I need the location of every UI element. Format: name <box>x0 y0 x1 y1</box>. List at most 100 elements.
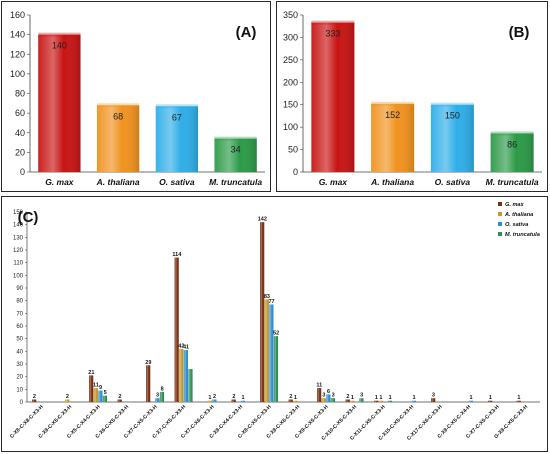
bar-value-label-g-max-2: 21 <box>88 370 94 376</box>
y-tick-label: 350 <box>283 10 298 20</box>
bar-value-label-o-sativa-6: 2 <box>213 394 216 400</box>
y-tick-label: 120 <box>13 248 24 254</box>
bar-gloss-g-max-14 <box>431 398 436 402</box>
bar-cap-a-thaliana <box>371 101 415 106</box>
y-tick-label: 0 <box>20 167 25 177</box>
bar-gloss-a-thaliana <box>371 103 415 172</box>
bar-value-label-g-max: 333 <box>325 29 340 39</box>
bar-value-label-m-truncatula-12: 1 <box>389 395 392 401</box>
bar-value-label-g-max-12: 1 <box>375 395 378 401</box>
bar-gloss-o-sativa-10 <box>326 394 331 402</box>
bar-value-label-m-truncatula-11: 3 <box>360 393 363 399</box>
bar-value-label-a-thaliana-6: 1 <box>208 395 211 401</box>
bar-value-label-g-max-17: 1 <box>517 395 520 401</box>
y-tick-label: 250 <box>283 55 298 65</box>
y-tick-label: 40 <box>16 349 23 355</box>
bar-gloss-m-truncatula-10 <box>330 398 336 402</box>
bar-cap-o-sativa <box>155 104 199 109</box>
bar-value-label-g-max-11: 2 <box>346 394 349 400</box>
y-tick-label: 140 <box>13 223 24 229</box>
bar-gloss-m-truncatula-2 <box>102 395 108 402</box>
bar-gloss-o-sativa-5 <box>183 350 188 402</box>
bar-gloss-g-max-16 <box>488 400 493 402</box>
bar-value-label-a-thaliana: 152 <box>385 110 400 120</box>
y-tick-label: 20 <box>15 147 25 157</box>
y-tick-label: 90 <box>16 286 23 292</box>
bar-value-label-m-truncatula: 34 <box>231 145 241 155</box>
bar-value-label-o-sativa: 150 <box>445 111 460 121</box>
bar-cap-g-max <box>311 20 355 25</box>
bar-value-label-o-sativa-2: 9 <box>99 385 102 391</box>
bar-cap-m-truncatula <box>490 131 534 136</box>
bar-gloss-a-thaliana-12 <box>378 400 383 402</box>
bar-gloss-g-max-5 <box>174 257 179 402</box>
bar-cap-a-thaliana <box>96 103 140 108</box>
x-tick-label-o-sativa: O. sativa <box>435 177 471 187</box>
y-tick-label: 70 <box>16 311 23 317</box>
bar-cap-o-sativa <box>430 102 474 107</box>
bar-cap-m-truncatula <box>214 136 257 141</box>
y-tick-label: 150 <box>283 100 298 110</box>
y-tick-label: 110 <box>13 261 23 267</box>
y-tick-label: 50 <box>288 145 298 155</box>
panel-label: (C) <box>18 209 39 226</box>
bar-cap-g-max <box>38 32 81 37</box>
bar-gloss-g-max-8 <box>260 222 265 402</box>
legend-swatch-g-max <box>498 202 502 206</box>
panel-label: (B) <box>509 24 530 41</box>
y-tick-label: 100 <box>13 273 24 279</box>
y-tick-label: 20 <box>16 375 23 381</box>
bar-gloss-g-max-3 <box>117 399 122 402</box>
y-tick-label: 120 <box>10 49 25 59</box>
bar-value-label-a-thaliana-8: 83 <box>264 294 270 300</box>
y-tick-label: 140 <box>10 30 25 40</box>
y-tick-label: 80 <box>15 89 25 99</box>
bar-gloss-o-sativa <box>430 104 474 172</box>
bar-gloss-a-thaliana-11 <box>350 400 355 402</box>
panel-c-frame <box>1 196 548 452</box>
bar-value-label-a-thaliana-2: 11 <box>93 383 99 389</box>
bar-value-label-o-sativa-5: 41 <box>183 345 189 351</box>
bar-gloss-m-truncatula-12 <box>387 400 393 402</box>
x-tick-label-o-sativa: O. sativa <box>159 177 195 187</box>
bar-gloss-m-truncatula <box>490 133 534 172</box>
bar-value-label-g-max-5: 114 <box>172 252 182 258</box>
legend-label-a-thaliana: A. thaliana <box>504 212 533 218</box>
chart-panel-c: 01020304050607080901001101201301401502C-… <box>9 202 540 442</box>
bar-gloss-g-max-17 <box>516 400 521 402</box>
x-tick-label-a-thaliana: A. thaliana <box>96 177 140 187</box>
y-tick-label: 130 <box>13 235 24 241</box>
bar-value-label-o-sativa-8: 77 <box>268 299 274 305</box>
y-tick-label: 50 <box>16 337 23 343</box>
x-tick-label-g-max: G. max <box>319 177 349 187</box>
bar-gloss-g-max <box>311 22 355 172</box>
bar-gloss-a-thaliana-2 <box>93 388 98 402</box>
bar-value-label-m-truncatula-4: 8 <box>161 386 164 392</box>
bar-gloss-g-max-4 <box>146 365 151 402</box>
bar-value-label-a-thaliana-1: 2 <box>66 394 69 400</box>
bar-gloss-a-thaliana <box>96 105 140 172</box>
bar-value-label-g-max-9: 2 <box>289 394 292 400</box>
bar-gloss-o-sativa-4 <box>155 398 160 402</box>
bar-gloss-g-max-7 <box>231 399 236 402</box>
y-tick-label: 150 <box>13 210 24 216</box>
bar-gloss-g-max-10 <box>317 388 322 402</box>
bar-value-label-a-thaliana-5: 42 <box>178 343 184 349</box>
bar-value-label-o-sativa-13: 1 <box>413 395 416 401</box>
bar-value-label-a-thaliana-12: 1 <box>379 395 382 401</box>
bar-value-label-o-sativa: 67 <box>172 112 182 122</box>
bar-value-label-g-max-16: 1 <box>489 395 492 401</box>
bar-value-label-a-thaliana-9: 1 <box>294 395 297 401</box>
bar-gloss-a-thaliana-8 <box>264 299 269 402</box>
x-tick-label-m-truncatula: M. truncatula <box>486 177 539 187</box>
y-tick-label: 40 <box>15 128 25 138</box>
bar-gloss-m-truncatula-8 <box>273 336 279 402</box>
chart-panel-b: 0 50 100 150 200 250 300 350 333 G. max 152 A. thal… <box>283 10 542 187</box>
bar-value-label-g-max-4: 29 <box>145 360 151 366</box>
bar-value-label-g-max-8: 142 <box>258 217 267 223</box>
bar-gloss-o-sativa-6 <box>212 399 217 402</box>
bar-value-label-g-max-0: 2 <box>33 394 36 400</box>
y-tick-label: 30 <box>16 362 23 368</box>
bar-gloss-o-sativa <box>155 106 199 172</box>
y-tick-label: 10 <box>16 387 23 393</box>
